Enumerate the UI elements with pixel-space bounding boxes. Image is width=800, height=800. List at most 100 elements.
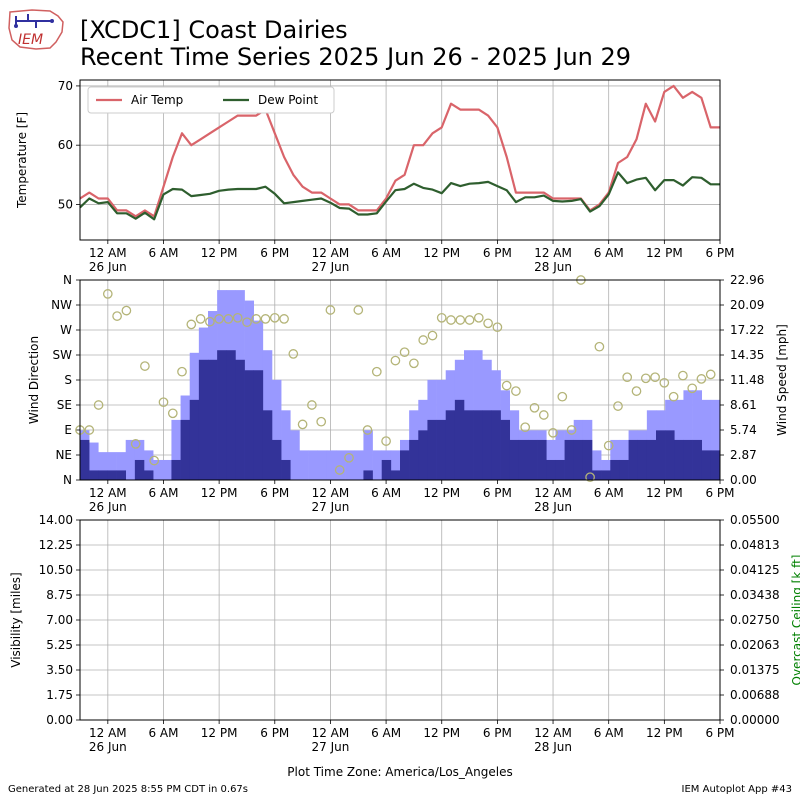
gust-bar	[125, 439, 136, 480]
direction-tick-label: E	[64, 423, 72, 437]
x-tick-label: 12 AM	[89, 486, 127, 500]
y-tick-label: 60	[58, 138, 73, 152]
wind-speed-bar	[656, 430, 666, 480]
x-tick-label: 6 AM	[371, 486, 401, 500]
gust-bar	[336, 450, 346, 480]
wind-speed-bar	[400, 450, 410, 480]
wind-direction-marker	[455, 315, 466, 325]
wind-direction-marker	[585, 472, 595, 483]
wind-direction-marker	[436, 312, 447, 323]
visibility-tick-label: 1.75	[46, 688, 73, 702]
ceiling-tick-label: 0.01375	[730, 663, 780, 677]
wind-speed-bar	[592, 470, 602, 480]
gust-bar	[326, 450, 337, 480]
visibility-tick-label: 5.25	[46, 638, 73, 652]
iem-logo: IEM	[8, 9, 64, 50]
series-line-air-temp	[79, 84, 720, 218]
wind-speed-bar	[445, 410, 456, 480]
x-tick-label: 6 AM	[594, 246, 624, 260]
x-tick-label: 12 PM	[423, 246, 460, 260]
wind-speed-bar	[381, 459, 392, 480]
x-tick-label: 12 PM	[423, 726, 460, 740]
wind-speed-bar	[272, 439, 282, 480]
wind-speed-bar	[189, 399, 200, 480]
speed-tick-label: 14.35	[730, 348, 764, 362]
speed-tick-label: 11.48	[730, 373, 764, 387]
wind-direction-marker	[473, 312, 484, 323]
plot-timezone-label: Plot Time Zone: America/Los_Angeles	[287, 765, 513, 779]
speed-tick-label: 5.74	[730, 423, 757, 437]
wind-direction-marker	[696, 374, 707, 384]
wind-speed-bar	[564, 439, 575, 480]
wind-speed-bar	[418, 430, 428, 480]
x-tick-label: 6 PM	[483, 246, 512, 260]
wind-speed-bar	[674, 439, 684, 480]
x-tick-date-label: 27 Jun	[312, 740, 350, 754]
wind-speed-bar	[427, 419, 437, 480]
gust-bar	[144, 450, 154, 480]
wind-direction-marker	[520, 422, 531, 433]
wind-direction-marker	[464, 315, 475, 325]
wind-direction-marker	[613, 401, 623, 411]
visibility-tick-label: 12.25	[39, 538, 73, 552]
x-tick-label: 6 PM	[260, 726, 289, 740]
wind-speed-bar	[180, 419, 191, 480]
gust-bar	[701, 399, 712, 480]
wind-direction-marker	[102, 289, 113, 299]
chart-title-line-1: [XCDC1] Coast Dairies	[80, 16, 348, 44]
visibility-tick-label: 10.50	[39, 563, 73, 577]
gust-bar	[89, 442, 99, 480]
wind-direction-marker	[344, 452, 354, 463]
gust-bar	[134, 439, 145, 480]
wind-speed-bar	[409, 439, 419, 480]
wind-speed-bar	[610, 459, 620, 480]
x-tick-label: 6 PM	[705, 726, 734, 740]
gust-bar	[363, 430, 373, 480]
legend-entry: Air Temp	[131, 93, 183, 107]
gust-bar	[345, 450, 355, 480]
wind-direction-marker	[511, 386, 521, 396]
x-tick-date-label: 28 Jun	[534, 740, 572, 754]
wind-direction-marker	[353, 305, 364, 315]
x-tick-label: 6 PM	[483, 726, 512, 740]
wind-direction-marker	[140, 361, 150, 371]
wind-direction-marker	[251, 314, 262, 324]
y-axis-label-temperature: Temperature [F]	[15, 112, 29, 209]
wind-direction-marker	[483, 318, 493, 329]
wind-speed-bar	[89, 470, 99, 480]
wind-direction-marker	[112, 311, 122, 321]
wind-speed-bar	[637, 439, 648, 480]
x-tick-label: 12 PM	[646, 486, 683, 500]
wind-direction-marker	[269, 312, 280, 323]
gust-bar	[299, 450, 309, 480]
ceiling-tick-label: 0.02750	[730, 613, 780, 627]
gust-bar	[683, 390, 693, 480]
wind-direction-marker	[566, 425, 577, 435]
y-axis-label-visibility: Visibility [miles]	[9, 572, 23, 667]
speed-tick-label: 8.61	[730, 398, 757, 412]
x-tick-label: 12 PM	[201, 486, 238, 500]
visibility-tick-label: 3.50	[46, 663, 73, 677]
speed-tick-label: 17.22	[730, 323, 764, 337]
generated-note: Generated at 28 Jun 2025 8:55 PM CDT in …	[8, 784, 249, 795]
gust-bar	[162, 459, 172, 480]
wind-direction-marker	[325, 305, 336, 315]
wind-speed-bar	[134, 459, 145, 480]
legend: Air Temp Dew Point	[87, 86, 335, 114]
wind-direction-marker	[557, 391, 568, 402]
wind-speed-bar	[116, 470, 127, 480]
app-id: IEM Autoplot App #43	[681, 784, 792, 795]
wind-speed-bar	[500, 419, 511, 480]
wind-speed-bar	[363, 470, 373, 480]
wind-direction-marker	[149, 455, 160, 466]
wind-direction-marker	[594, 341, 605, 352]
x-tick-label: 6 AM	[594, 726, 624, 740]
wind-speed-bar	[710, 450, 721, 480]
x-tick-label: 12 PM	[201, 246, 238, 260]
visibility-tick-label: 0.00	[46, 713, 73, 727]
x-tick-label: 12 PM	[201, 726, 238, 740]
wind-direction-marker	[84, 425, 95, 435]
wind-speed-bar	[98, 470, 108, 480]
x-tick-date-label: 27 Jun	[312, 260, 350, 274]
wind-speed-bar	[226, 350, 236, 480]
